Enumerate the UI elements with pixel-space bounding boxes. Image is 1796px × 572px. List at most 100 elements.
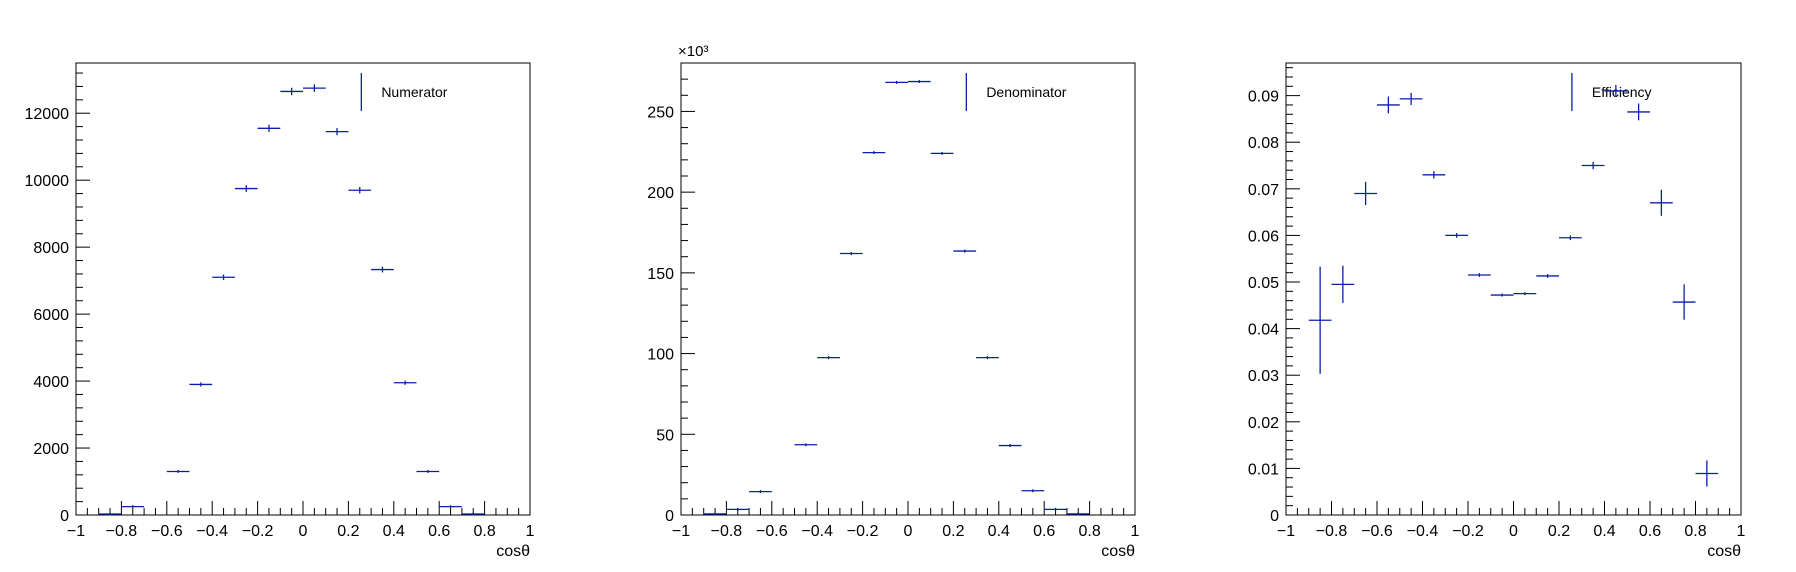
data-point xyxy=(1650,189,1673,216)
y-tick-label: 10000 xyxy=(25,173,70,190)
x-tick-label: −0.4 xyxy=(196,523,228,540)
data-point xyxy=(1581,161,1605,170)
data-point xyxy=(1021,489,1045,493)
x-axis-title: cosθ xyxy=(1101,543,1135,560)
data-point xyxy=(1377,96,1400,114)
x-tick-label: −1 xyxy=(1277,523,1295,540)
legend-box xyxy=(339,71,522,115)
x-tick-label: −0.8 xyxy=(1316,523,1348,540)
data-point xyxy=(1695,460,1719,487)
x-tick-label: 0.6 xyxy=(1033,523,1055,540)
x-tick-label: −0.8 xyxy=(711,523,743,540)
y-tick-label: 2000 xyxy=(33,441,69,458)
data-point xyxy=(839,251,863,255)
x-tick-label: −0.4 xyxy=(801,523,833,540)
x-tick-label: −1 xyxy=(67,523,85,540)
legend-box xyxy=(944,71,1127,115)
data-point xyxy=(393,380,417,385)
data-point xyxy=(439,505,462,509)
x-tick-label: 0 xyxy=(299,523,308,540)
data-point xyxy=(303,84,326,92)
x-tick-label: 1 xyxy=(1737,523,1746,540)
data-point xyxy=(461,512,485,516)
data-point xyxy=(280,87,303,96)
y-tick-label: 0.04 xyxy=(1248,322,1279,339)
data-point xyxy=(1308,266,1332,374)
x-axis-title: cosθ xyxy=(496,543,530,560)
y-tick-label: 0.02 xyxy=(1248,415,1279,432)
data-point xyxy=(1044,507,1067,511)
x-tick-label: 0 xyxy=(904,523,913,540)
data-point xyxy=(1399,92,1423,105)
data-point xyxy=(1604,84,1628,98)
data-point xyxy=(371,266,394,273)
data-point xyxy=(1331,265,1355,303)
data-point xyxy=(749,490,772,494)
y-tick-label: 150 xyxy=(647,266,674,283)
data-point xyxy=(930,151,954,155)
data-point xyxy=(348,186,372,194)
x-tick-label: 0.8 xyxy=(1078,523,1100,540)
y-tick-label: 0.03 xyxy=(1248,368,1279,385)
y-tick-label: 100 xyxy=(647,347,674,364)
x-tick-label: −1 xyxy=(672,523,690,540)
data-point xyxy=(234,185,258,192)
x-tick-label: 0 xyxy=(1509,523,1518,540)
data-point xyxy=(1559,235,1582,241)
data-point xyxy=(416,469,440,473)
data-point xyxy=(726,507,750,511)
x-tick-label: 0.4 xyxy=(1593,523,1615,540)
data-point xyxy=(794,443,818,447)
x-tick-label: −0.6 xyxy=(1361,523,1393,540)
y-tick-label: 0.06 xyxy=(1248,228,1279,245)
y-tick-label: 200 xyxy=(647,185,674,202)
x-tick-label: −0.2 xyxy=(847,523,879,540)
x-tick-label: 0.6 xyxy=(1639,523,1661,540)
x-tick-label: 0.4 xyxy=(988,523,1010,540)
x-tick-label: −0.4 xyxy=(1407,523,1439,540)
data-point xyxy=(1672,284,1696,320)
data-point xyxy=(1354,181,1377,206)
data-point xyxy=(817,356,840,360)
x-tick-label: 0.4 xyxy=(383,523,405,540)
data-point xyxy=(189,382,213,387)
x-tick-label: 0.2 xyxy=(942,523,964,540)
data-point xyxy=(885,80,908,84)
data-point xyxy=(703,512,727,516)
y-tick-label: 0 xyxy=(60,508,69,525)
y-tick-label: 0 xyxy=(665,508,674,525)
denominator-panel: −1 −0.8 −0.6 −0.4 −0.2 0 0.2 0.4 0.6 0.8 1 0 50 100 15… xyxy=(647,43,1139,560)
x-tick-label: 1 xyxy=(526,523,535,540)
x-tick-label: −0.2 xyxy=(1452,523,1484,540)
legend-label: Efficiency xyxy=(1592,84,1652,100)
x-tick-label: −0.6 xyxy=(756,523,788,540)
x-tick-label: −0.6 xyxy=(151,523,183,540)
data-point xyxy=(121,505,145,509)
plot-frame xyxy=(75,62,531,516)
data-point xyxy=(908,80,931,84)
data-point xyxy=(953,249,977,253)
data-point xyxy=(1490,293,1514,297)
data-point xyxy=(1536,274,1559,278)
legend-label: Numerator xyxy=(381,84,447,100)
data-point xyxy=(325,128,349,136)
data-point xyxy=(166,469,190,473)
x-tick-label: 0.8 xyxy=(1684,523,1706,540)
y-tick-label: 0.07 xyxy=(1248,182,1279,199)
y-tick-label: 0.01 xyxy=(1248,461,1279,478)
x-tick-label: −0.2 xyxy=(242,523,274,540)
data-point xyxy=(1468,273,1491,277)
y-tick-label: 0.08 xyxy=(1248,135,1279,152)
data-point xyxy=(976,356,999,360)
y-axis-multiplier: ×10³ xyxy=(678,43,708,60)
data-point xyxy=(1066,512,1090,516)
data-point xyxy=(1627,103,1650,121)
x-tick-label: 0.2 xyxy=(1548,523,1570,540)
efficiency-panel: −1 −0.8 −0.6 −0.4 −0.2 0 0.2 0.4 0.6 0.8 1 0 0.01 0.0… xyxy=(1248,62,1746,560)
x-tick-label: 0.8 xyxy=(473,523,495,540)
y-tick-label: 0 xyxy=(1270,508,1279,525)
y-tick-label: 0.05 xyxy=(1248,275,1279,292)
y-tick-label: 0.09 xyxy=(1248,89,1279,106)
y-tick-label: 12000 xyxy=(25,106,70,123)
